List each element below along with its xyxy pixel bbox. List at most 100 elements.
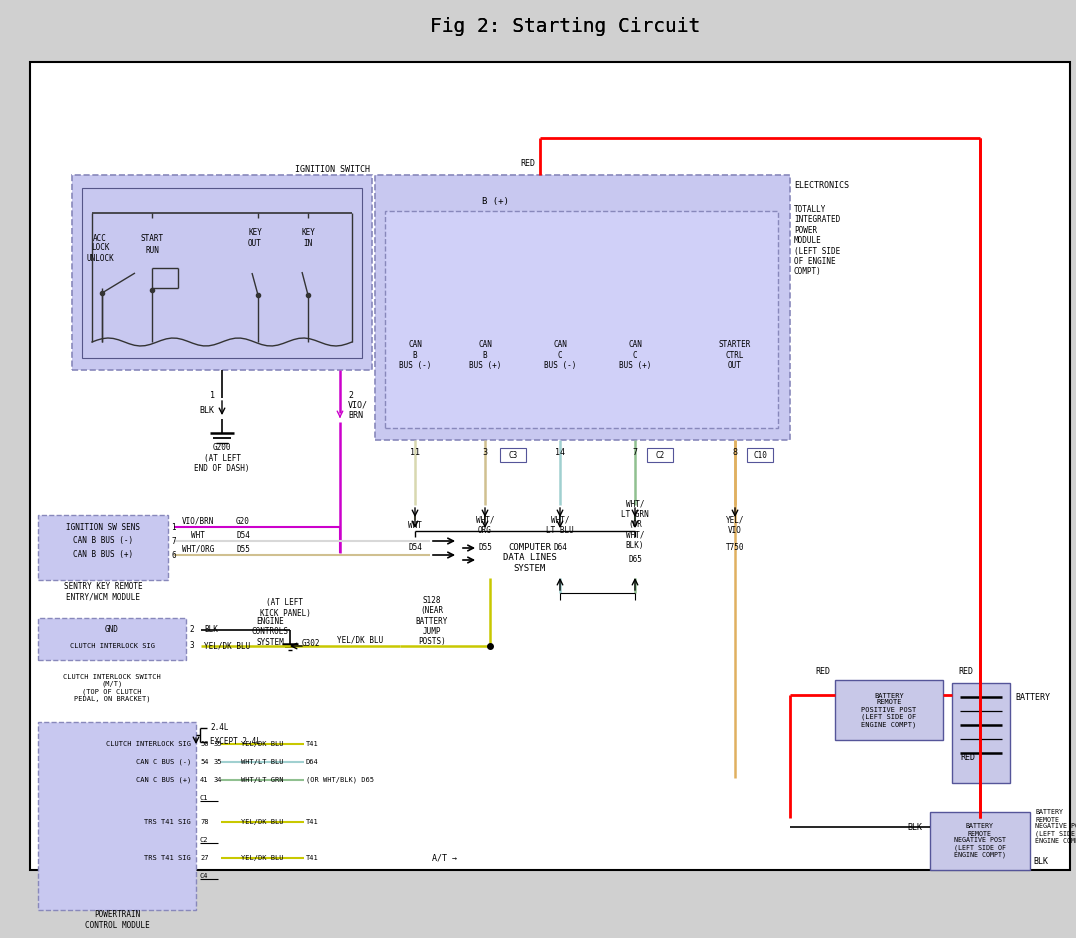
Text: WHT/
LT GRN
(OR
WHT/
BLK): WHT/ LT GRN (OR WHT/ BLK) [621,500,649,551]
Text: A/T →: A/T → [433,854,457,863]
Text: POWERTRAIN
CONTROL MODULE: POWERTRAIN CONTROL MODULE [85,910,150,930]
Text: CLUTCH INTERLOCK SWITCH
(M/T)
(TOP OF CLUTCH
PEDAL, ON BRACKET): CLUTCH INTERLOCK SWITCH (M/T) (TOP OF CL… [63,673,161,703]
Text: 8: 8 [733,447,737,457]
Text: CAN C BUS (+): CAN C BUS (+) [136,777,192,783]
Text: CLUTCH INTERLOCK SIG: CLUTCH INTERLOCK SIG [70,643,155,649]
Text: 27: 27 [200,855,209,861]
Text: B (+): B (+) [482,196,509,205]
Text: T41: T41 [306,741,318,747]
Text: EXCEPT 2.4L: EXCEPT 2.4L [210,737,260,747]
Text: 34: 34 [214,777,223,783]
Bar [38,618,186,660]
Text: TOTALLY
INTEGRATED
POWER
MODULE
(LEFT SIDE
OF ENGINE
COMPT): TOTALLY INTEGRATED POWER MODULE (LEFT SI… [794,205,840,277]
Text: C1: C1 [200,795,209,801]
Text: 50: 50 [200,741,209,747]
Bar [835,680,943,740]
Text: 14: 14 [555,447,565,457]
Text: WHT: WHT [192,531,204,539]
Text: D64: D64 [553,543,567,552]
Text: WHT/
LT BLU: WHT/ LT BLU [547,515,574,535]
Text: YEL/DK BLU: YEL/DK BLU [241,819,283,825]
Text: CAN C BUS (-): CAN C BUS (-) [136,759,192,765]
Text: C10: C10 [753,450,767,460]
Text: RED: RED [521,159,536,168]
Text: YEL/
VIO: YEL/ VIO [725,515,745,535]
Text: CAN B BUS (-): CAN B BUS (-) [73,537,133,546]
Text: C2: C2 [200,837,209,843]
Text: ENGINE
CONTROLS
SYSTEM: ENGINE CONTROLS SYSTEM [252,617,288,647]
Text: 1: 1 [171,522,175,532]
Text: Fig 2: Starting Circuit: Fig 2: Starting Circuit [430,17,700,36]
Bar [0,0,1076,58]
Bar [82,188,362,358]
Text: WHT/ORG: WHT/ORG [182,544,214,553]
Text: 2.4L: 2.4L [210,723,228,733]
Text: G200
(AT LEFT
END OF DASH): G200 (AT LEFT END OF DASH) [195,443,250,473]
Text: CAN B BUS (+): CAN B BUS (+) [73,551,133,559]
Bar [38,722,196,910]
Text: BLK: BLK [907,823,922,831]
Text: WHT/LT GRN: WHT/LT GRN [241,777,283,783]
Text: BATTERY: BATTERY [1015,693,1050,703]
Text: 7: 7 [171,537,175,546]
Text: RED: RED [960,753,975,763]
Bar [952,683,1010,783]
Text: ELECTRONICS: ELECTRONICS [794,180,849,189]
Bar [930,812,1030,870]
Text: WHT/LT BLU: WHT/LT BLU [241,759,283,765]
Text: D54: D54 [408,543,422,552]
Text: D65: D65 [628,555,642,565]
Text: COMPUTER
DATA LINES
SYSTEM: COMPUTER DATA LINES SYSTEM [504,543,557,573]
Text: 7: 7 [633,447,637,457]
Text: YEL/DK BLU: YEL/DK BLU [204,642,251,650]
Text: S128
(NEAR
BATTERY
JUMP
POSTS): S128 (NEAR BATTERY JUMP POSTS) [415,596,449,646]
Text: VIO/
BRN: VIO/ BRN [348,401,368,419]
Text: KEY
OUT: KEY OUT [249,228,261,248]
Text: YEL/DK BLU: YEL/DK BLU [241,741,283,747]
Text: (OR WHT/BLK) D65: (OR WHT/BLK) D65 [306,777,374,783]
Text: CAN
B
BUS (+): CAN B BUS (+) [469,340,501,370]
Text: IGNITION SW SENS: IGNITION SW SENS [66,522,140,532]
Text: RUN: RUN [145,246,159,254]
Text: RED: RED [958,668,973,676]
Text: D64: D64 [306,759,318,765]
Text: SENTRY KEY REMOTE
ENTRY/WCM MODULE: SENTRY KEY REMOTE ENTRY/WCM MODULE [63,582,142,601]
Text: BLK: BLK [1033,857,1048,867]
Text: 78: 78 [200,819,209,825]
Bar [647,448,672,462]
Text: T41: T41 [306,819,318,825]
Text: 3: 3 [482,447,487,457]
Text: GND: GND [105,626,119,634]
Text: ACC: ACC [93,234,107,243]
Text: TRS T41 SIG: TRS T41 SIG [144,855,192,861]
Text: YEL/DK BLU: YEL/DK BLU [337,636,383,644]
Bar [385,211,778,428]
Bar [72,175,372,370]
Bar [376,175,790,440]
Text: C2: C2 [655,450,665,460]
Text: 54: 54 [200,759,209,765]
Text: 1: 1 [210,390,215,400]
Text: YEL/DK BLU: YEL/DK BLU [241,855,283,861]
Text: TRS T41 SIG: TRS T41 SIG [144,819,192,825]
Text: D55: D55 [478,543,492,552]
Text: IGNITION SWITCH: IGNITION SWITCH [295,164,370,174]
Text: BATTERY
REMOTE
POSITIVE POST
(LEFT SIDE OF
ENGINE COMPT): BATTERY REMOTE POSITIVE POST (LEFT SIDE … [862,692,917,728]
Bar [38,515,168,580]
Text: BLK: BLK [199,405,214,415]
Text: CAN
B
BUS (-): CAN B BUS (-) [399,340,431,370]
Text: C3: C3 [508,450,518,460]
Text: KEY
IN: KEY IN [301,228,315,248]
Bar [500,448,526,462]
Text: STARTER
CTRL
OUT: STARTER CTRL OUT [719,340,751,370]
Text: 2: 2 [189,626,194,634]
Text: 2: 2 [348,390,353,400]
Text: WHT: WHT [408,521,422,529]
Text: (AT LEFT
KICK PANEL): (AT LEFT KICK PANEL) [259,598,311,618]
Text: CAN
C
BUS (-): CAN C BUS (-) [543,340,576,370]
Text: LOCK
UNLOCK: LOCK UNLOCK [86,243,114,263]
Text: D55: D55 [236,544,250,553]
Text: CLUTCH INTERLOCK SIG: CLUTCH INTERLOCK SIG [107,741,192,747]
Text: Fig 2: Starting Circuit: Fig 2: Starting Circuit [430,17,700,36]
Text: BATTERY
REMOTE
NEGATIVE POST
(LEFT SIDE OF
ENGINE COMPT): BATTERY REMOTE NEGATIVE POST (LEFT SIDE … [954,824,1006,858]
